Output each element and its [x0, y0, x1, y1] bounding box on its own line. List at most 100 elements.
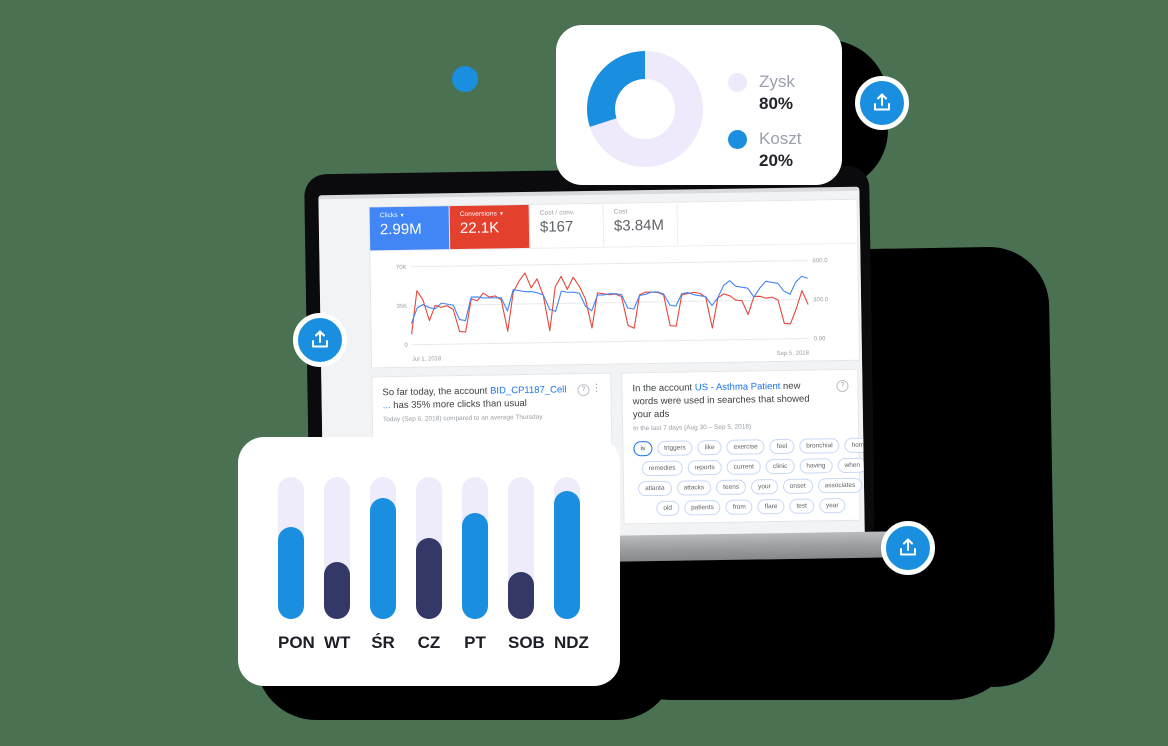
kpi-card-cost[interactable]: Cost $3.84M: [603, 202, 679, 247]
kpi-label: Clicks ▾: [380, 211, 439, 219]
kpi-label: Cost / conv.: [539, 209, 575, 217]
keyword-chip[interactable]: reports: [687, 459, 722, 476]
keyword-chip[interactable]: teens: [716, 479, 747, 496]
bar-chart-labels: PON WT ŚR CZ PT SOB NDZ: [278, 633, 589, 653]
keyword-chip[interactable]: having: [799, 458, 833, 474]
upload-badge-bottom-right[interactable]: [881, 521, 935, 575]
chip-row: old patients from flare test year: [634, 497, 850, 516]
insight-card-new-words[interactable]: In the account US - Asthma Patient new w…: [621, 368, 865, 525]
donut-segment-koszt: [587, 51, 646, 127]
kpi-value: 22.1K: [459, 219, 500, 238]
chevron-down-icon[interactable]: ▾: [400, 212, 404, 219]
help-icon[interactable]: ?: [836, 379, 849, 393]
keyword-chip[interactable]: feel: [769, 438, 795, 455]
y-left-tick-mid: 35K: [396, 304, 407, 310]
legend-item-koszt: Koszt 20%: [728, 129, 802, 171]
insight-left-text: So far today, the account BID_CP1187_Cel…: [382, 383, 575, 412]
chip-row: is triggers like exercise feel bronchial home: [633, 437, 865, 457]
keyword-chip[interactable]: atlanta: [637, 480, 672, 497]
keyword-chip[interactable]: like: [697, 439, 722, 456]
keyword-chip[interactable]: associates: [817, 477, 863, 494]
donut-chart-card: Zysk 80% Koszt 20%: [556, 25, 842, 185]
laptop-device: Clicks ▾ 2.99M Conversions ▾ 22.1K Cost / …: [304, 165, 875, 553]
upload-icon: [900, 538, 916, 556]
keyword-chip-list: is triggers like exercise feel bronchial home r…: [633, 437, 865, 516]
kpi-label: Conversions ▾: [460, 210, 519, 218]
more-options-icon[interactable]: ⋮: [591, 382, 602, 394]
gridline-top: [410, 260, 808, 268]
bar-column: [508, 477, 534, 619]
legend-label: Zysk: [759, 72, 795, 91]
kpi-label: Cost: [613, 208, 628, 216]
kpi-card-conversions[interactable]: Conversions ▾ 22.1K: [449, 204, 531, 250]
chevron-down-icon[interactable]: ▾: [499, 211, 504, 218]
keyword-chip[interactable]: year: [818, 497, 846, 514]
line-chart: 70K 35K 0 600.0 300.0 0.00 Jul 1, 2018 S…: [370, 244, 859, 368]
keyword-chip[interactable]: old: [656, 500, 680, 516]
bar-column: [554, 477, 580, 619]
kpi-value: $3.84M: [613, 216, 665, 235]
laptop-bezel-inner: Clicks ▾ 2.99M Conversions ▾ 22.1K Cost / …: [318, 186, 865, 545]
line-chart-svg: 70K 35K 0 600.0 300.0 0.00 Jul 1, 2018 S…: [396, 258, 829, 363]
kpi-and-chart-card: Clicks ▾ 2.99M Conversions ▾ 22.1K Cost / …: [368, 198, 861, 369]
line-series-clicks: [410, 275, 808, 324]
legend-item-zysk: Zysk 80%: [728, 72, 802, 114]
laptop-screen: Clicks ▾ 2.99M Conversions ▾ 22.1K Cost / …: [318, 190, 865, 545]
keyword-chip[interactable]: clinic: [765, 458, 795, 475]
keyword-chip[interactable]: home: [844, 437, 865, 454]
bar-column: [278, 477, 304, 619]
upload-badge-top-right[interactable]: [855, 76, 909, 130]
y-left-tick-bottom: 0: [404, 343, 408, 349]
keyword-chip[interactable]: bronchial: [799, 438, 840, 454]
y-right-tick-mid: 300.0: [813, 297, 829, 303]
bar-label: ŚR: [371, 633, 395, 652]
donut-legend: Zysk 80% Koszt 20%: [728, 72, 802, 186]
insight-left-head: So far today, the account BID_CP1187_Cel…: [382, 383, 601, 412]
bar-label: CZ: [417, 633, 441, 652]
bar-label: PON: [278, 633, 315, 652]
gridline-bottom: [411, 338, 809, 346]
keyword-chip[interactable]: patients: [683, 499, 721, 516]
upload-icon: [312, 330, 328, 348]
keyword-chip[interactable]: is: [633, 441, 653, 457]
bar-fill: [554, 491, 580, 619]
insight-left-text-a: So far today, the account: [382, 385, 491, 399]
chip-row: remedies reports current clinic having when: [634, 457, 865, 477]
keyword-chip[interactable]: attacks: [676, 480, 712, 496]
keyword-chip[interactable]: onset: [782, 478, 813, 494]
kpi-card-clicks[interactable]: Clicks ▾ 2.99M: [369, 206, 451, 251]
keyword-chip[interactable]: when: [837, 457, 865, 474]
upload-icon: [874, 93, 890, 111]
help-icon[interactable]: ?: [577, 384, 590, 397]
insight-right-text-a: In the account: [632, 382, 695, 395]
x-axis-end-label: Sep 5, 2018: [777, 351, 810, 358]
y-left-tick-top: 70K: [396, 265, 407, 271]
keyword-chip[interactable]: your: [750, 479, 778, 495]
insight-right-account-link[interactable]: US - Asthma Patient: [694, 381, 781, 394]
insight-left-subtext: Today (Sep 6, 2018) compared to an avera…: [382, 413, 543, 424]
y-right-tick-top: 600.0: [812, 258, 828, 264]
keyword-chip[interactable]: flare: [757, 498, 785, 515]
bar-column: [462, 477, 488, 619]
decorative-blue-dot: [452, 66, 478, 92]
insight-right-head: In the account US - Asthma Patient new w…: [632, 379, 849, 421]
donut-chart-svg: [587, 51, 703, 167]
keyword-chip[interactable]: remedies: [641, 460, 683, 477]
bar-column: [416, 477, 442, 619]
keyword-chip[interactable]: triggers: [656, 440, 693, 456]
insight-right-subtext: In the last 7 days (Aug 30 – Sep 5, 2018…: [633, 423, 752, 433]
upload-badge-left[interactable]: [293, 313, 347, 367]
keyword-chip[interactable]: exercise: [726, 439, 765, 455]
kpi-card-cost-per-conv[interactable]: Cost / conv. $167: [529, 203, 605, 248]
keyword-chip[interactable]: from: [725, 499, 753, 515]
legend-label: Koszt: [759, 129, 802, 148]
weekday-bar-chart-card: PON WT ŚR CZ PT SOB NDZ: [238, 437, 620, 686]
bar-fill: [508, 572, 534, 619]
bar-label: NDZ: [554, 633, 589, 652]
keyword-chip[interactable]: test: [789, 498, 815, 514]
kpi-value: 2.99M: [379, 220, 422, 239]
bar-column: [324, 477, 350, 619]
kpi-label-text: Conversions: [459, 210, 497, 219]
kpi-label-text: Clicks: [379, 211, 398, 220]
keyword-chip[interactable]: current: [726, 459, 762, 475]
